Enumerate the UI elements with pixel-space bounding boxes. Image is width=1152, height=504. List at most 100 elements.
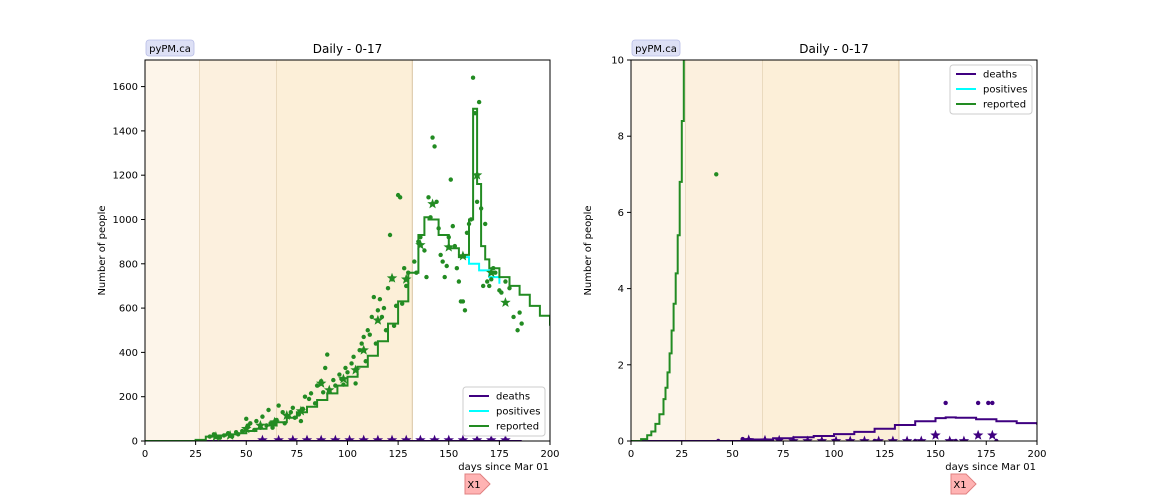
star-deaths-15 bbox=[471, 434, 483, 441]
x-tick-label-125: 125 bbox=[875, 449, 894, 460]
legend-label-deaths: deaths bbox=[983, 70, 1017, 81]
point-reported-26 bbox=[290, 405, 296, 410]
x-tick-label-200: 200 bbox=[540, 449, 559, 460]
shaded-period-2 bbox=[685, 60, 763, 441]
point-reported-29 bbox=[298, 418, 304, 424]
point-reported-75 bbox=[406, 270, 411, 275]
star-reported-17 bbox=[443, 241, 454, 252]
legend-label-reported: reported bbox=[496, 422, 539, 433]
point-reported-32 bbox=[306, 396, 312, 402]
star-deaths-1 bbox=[759, 434, 771, 441]
point-reported-66 bbox=[387, 232, 393, 238]
x-tick-label-200: 200 bbox=[1027, 449, 1046, 460]
star-reported-8 bbox=[324, 384, 335, 395]
star-deaths-10 bbox=[401, 434, 412, 441]
point-deaths-3 bbox=[986, 400, 991, 406]
x-tick-label-150: 150 bbox=[439, 449, 458, 460]
star-deaths-1 bbox=[273, 434, 284, 441]
point-reported-33 bbox=[308, 391, 314, 396]
star-reported-12 bbox=[372, 314, 384, 325]
point-reported-111 bbox=[485, 279, 490, 284]
point-reported-9 bbox=[244, 416, 249, 422]
point-reported-112 bbox=[487, 283, 492, 289]
point-reported-42 bbox=[333, 383, 338, 388]
y-axis-label: Number of people bbox=[583, 205, 594, 295]
x-tick-label-50: 50 bbox=[240, 449, 253, 460]
point-reported-107 bbox=[476, 99, 482, 105]
point-reported-63 bbox=[381, 305, 387, 311]
star-deaths-8 bbox=[859, 435, 870, 441]
point-reported-23 bbox=[282, 421, 287, 426]
y-tick-label-10: 10 bbox=[611, 56, 624, 67]
point-reported-120 bbox=[511, 314, 516, 320]
star-reported-15 bbox=[415, 239, 426, 250]
point-reported-34 bbox=[312, 401, 318, 406]
series-line-deaths bbox=[631, 416, 1037, 441]
point-reported-54 bbox=[363, 359, 368, 364]
point-reported-25 bbox=[288, 410, 293, 415]
star-reported-5 bbox=[281, 410, 292, 420]
y-tick-label-600: 600 bbox=[119, 304, 138, 315]
y-tick-label-200: 200 bbox=[119, 392, 138, 403]
x-tick-label-75: 75 bbox=[291, 449, 304, 460]
point-reported-69 bbox=[393, 303, 399, 309]
x-axis-label: days since Mar 01 bbox=[945, 462, 1036, 473]
star-deaths-10 bbox=[887, 435, 899, 441]
star-deaths-12 bbox=[429, 434, 440, 441]
point-reported-48 bbox=[349, 361, 354, 366]
point-reported-81 bbox=[424, 274, 429, 280]
point-reported-35 bbox=[314, 383, 320, 388]
x-tick-label-150: 150 bbox=[926, 449, 945, 460]
point-reported-15 bbox=[260, 414, 265, 419]
star-deaths-11 bbox=[415, 434, 426, 441]
star-deaths-2 bbox=[287, 434, 299, 441]
star-deaths-4 bbox=[802, 435, 813, 441]
pypm-badge-label: pyPM.ca bbox=[149, 44, 191, 55]
y-tick-label-2: 2 bbox=[618, 360, 624, 371]
right-chart-panel: 0 25 50 75 100 125 150 175 200 0 2 4 6 8 10 Daily - 0-1… bbox=[583, 39, 1047, 495]
point-reported-61 bbox=[377, 297, 383, 302]
star-deaths-14 bbox=[944, 435, 955, 441]
x-tick-label-0: 0 bbox=[142, 449, 148, 460]
star-reported-20 bbox=[486, 267, 497, 278]
star-deaths-17 bbox=[987, 429, 998, 440]
chart-title: Daily - 0-17 bbox=[799, 42, 869, 56]
star-deaths-7 bbox=[845, 435, 856, 441]
point-reported-59 bbox=[373, 341, 379, 346]
legend-label-positives: positives bbox=[496, 407, 540, 418]
y-tick-label-1400: 1400 bbox=[113, 126, 138, 137]
point-reported-103 bbox=[468, 217, 474, 222]
star-deaths-5 bbox=[330, 434, 341, 441]
shaded-period-2 bbox=[199, 60, 277, 441]
point-deaths-5 bbox=[716, 438, 721, 441]
point-reported-76 bbox=[412, 259, 417, 264]
y-tick-label-6: 6 bbox=[618, 208, 624, 219]
star-deaths-7 bbox=[358, 434, 369, 441]
star-deaths-4 bbox=[315, 434, 327, 441]
point-reported-74 bbox=[404, 283, 409, 289]
point-reported-52 bbox=[359, 341, 364, 346]
star-reported-1 bbox=[224, 430, 236, 440]
point-reported-60 bbox=[375, 308, 381, 313]
point-reported-82 bbox=[426, 195, 431, 200]
point-reported-57 bbox=[369, 314, 374, 320]
point-reported-117 bbox=[499, 290, 504, 295]
legend-frame bbox=[949, 64, 1033, 115]
star-deaths-11 bbox=[901, 435, 913, 441]
legend: deaths positives reported bbox=[949, 64, 1033, 115]
star-deaths-9 bbox=[386, 434, 398, 441]
y-tick-label-1000: 1000 bbox=[113, 215, 138, 226]
legend-label-positives: positives bbox=[983, 85, 1027, 96]
star-deaths-16 bbox=[972, 429, 984, 440]
legend-frame bbox=[462, 386, 546, 437]
x-tick-label-0: 0 bbox=[628, 449, 634, 460]
point-reported-79 bbox=[418, 235, 423, 240]
point-reported-77 bbox=[414, 270, 419, 275]
star-deaths-2 bbox=[774, 434, 785, 441]
point-reported-0 bbox=[207, 434, 212, 439]
point-deaths-2 bbox=[975, 400, 981, 406]
point-reported-46 bbox=[343, 365, 348, 371]
point-reported-64 bbox=[383, 328, 389, 333]
star-reported-21 bbox=[500, 297, 511, 307]
point-reported-12 bbox=[252, 427, 257, 433]
